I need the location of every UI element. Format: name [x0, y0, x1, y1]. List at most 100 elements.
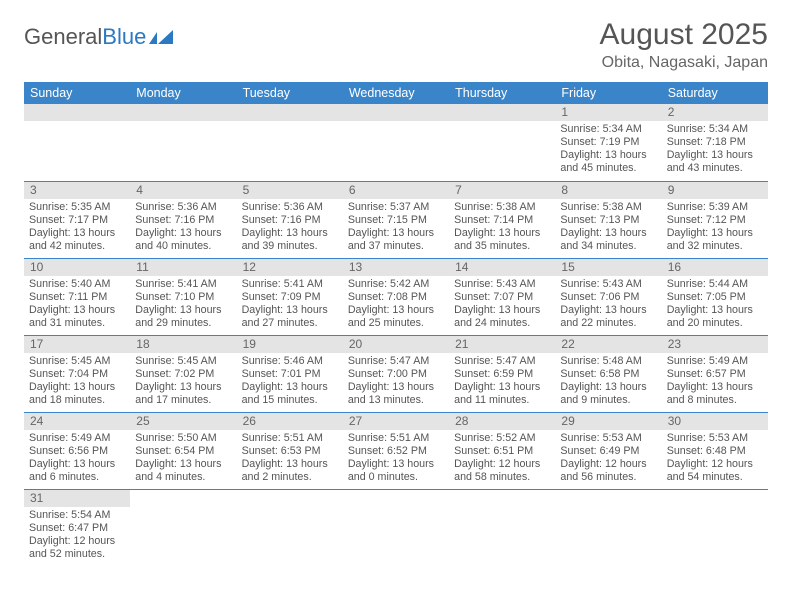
- daylight-text: Daylight: 13 hours and 4 minutes.: [135, 458, 231, 484]
- calendar-day-cell: 10Sunrise: 5:40 AMSunset: 7:11 PMDayligh…: [24, 258, 130, 335]
- daylight-text: Daylight: 13 hours and 34 minutes.: [560, 227, 656, 253]
- calendar-day-cell: 30Sunrise: 5:53 AMSunset: 6:48 PMDayligh…: [662, 412, 768, 489]
- daylight-text: Daylight: 13 hours and 13 minutes.: [348, 381, 444, 407]
- weekday-header: Wednesday: [343, 82, 449, 104]
- day-detail: Sunrise: 5:36 AMSunset: 7:16 PMDaylight:…: [130, 199, 236, 256]
- sunrise-text: Sunrise: 5:38 AM: [454, 201, 550, 214]
- day-number: 1: [555, 104, 661, 121]
- sunset-text: Sunset: 7:07 PM: [454, 291, 550, 304]
- sunset-text: Sunset: 7:10 PM: [135, 291, 231, 304]
- day-number: 7: [449, 182, 555, 199]
- day-detail: Sunrise: 5:47 AMSunset: 7:00 PMDaylight:…: [343, 353, 449, 410]
- day-detail: Sunrise: 5:40 AMSunset: 7:11 PMDaylight:…: [24, 276, 130, 333]
- day-detail: Sunrise: 5:53 AMSunset: 6:49 PMDaylight:…: [555, 430, 661, 487]
- calendar-day-cell: 19Sunrise: 5:46 AMSunset: 7:01 PMDayligh…: [237, 335, 343, 412]
- daylight-text: Daylight: 13 hours and 31 minutes.: [29, 304, 125, 330]
- weekday-header-row: SundayMondayTuesdayWednesdayThursdayFrid…: [24, 82, 768, 104]
- day-detail: Sunrise: 5:38 AMSunset: 7:14 PMDaylight:…: [449, 199, 555, 256]
- day-number: 9: [662, 182, 768, 199]
- sunrise-text: Sunrise: 5:38 AM: [560, 201, 656, 214]
- calendar-day-cell: 17Sunrise: 5:45 AMSunset: 7:04 PMDayligh…: [24, 335, 130, 412]
- location: Obita, Nagasaki, Japan: [600, 54, 768, 72]
- sunset-text: Sunset: 6:51 PM: [454, 445, 550, 458]
- sunset-text: Sunset: 7:08 PM: [348, 291, 444, 304]
- daylight-text: Daylight: 13 hours and 9 minutes.: [560, 381, 656, 407]
- sunrise-text: Sunrise: 5:44 AM: [667, 278, 763, 291]
- calendar-week-row: 24Sunrise: 5:49 AMSunset: 6:56 PMDayligh…: [24, 412, 768, 489]
- day-detail: Sunrise: 5:42 AMSunset: 7:08 PMDaylight:…: [343, 276, 449, 333]
- calendar-day-cell: 25Sunrise: 5:50 AMSunset: 6:54 PMDayligh…: [130, 412, 236, 489]
- weekday-header: Tuesday: [237, 82, 343, 104]
- calendar-day-cell: 7Sunrise: 5:38 AMSunset: 7:14 PMDaylight…: [449, 181, 555, 258]
- calendar-empty-cell: [130, 489, 236, 566]
- day-detail: Sunrise: 5:48 AMSunset: 6:58 PMDaylight:…: [555, 353, 661, 410]
- calendar-day-cell: 16Sunrise: 5:44 AMSunset: 7:05 PMDayligh…: [662, 258, 768, 335]
- calendar-body: 1Sunrise: 5:34 AMSunset: 7:19 PMDaylight…: [24, 104, 768, 566]
- logo-text-2: Blue: [102, 24, 146, 50]
- weekday-header: Thursday: [449, 82, 555, 104]
- daylight-text: Daylight: 13 hours and 35 minutes.: [454, 227, 550, 253]
- sunrise-text: Sunrise: 5:53 AM: [667, 432, 763, 445]
- daylight-text: Daylight: 13 hours and 2 minutes.: [242, 458, 338, 484]
- day-detail: [237, 507, 343, 512]
- calendar-empty-cell: [449, 489, 555, 566]
- calendar-day-cell: 28Sunrise: 5:52 AMSunset: 6:51 PMDayligh…: [449, 412, 555, 489]
- sunrise-text: Sunrise: 5:42 AM: [348, 278, 444, 291]
- day-detail: Sunrise: 5:44 AMSunset: 7:05 PMDaylight:…: [662, 276, 768, 333]
- daylight-text: Daylight: 13 hours and 40 minutes.: [135, 227, 231, 253]
- day-number: [24, 104, 130, 121]
- day-detail: [662, 507, 768, 512]
- calendar-day-cell: 1Sunrise: 5:34 AMSunset: 7:19 PMDaylight…: [555, 104, 661, 181]
- day-number: [555, 490, 661, 507]
- sunset-text: Sunset: 7:11 PM: [29, 291, 125, 304]
- sunset-text: Sunset: 7:06 PM: [560, 291, 656, 304]
- calendar-day-cell: 23Sunrise: 5:49 AMSunset: 6:57 PMDayligh…: [662, 335, 768, 412]
- sunset-text: Sunset: 7:13 PM: [560, 214, 656, 227]
- calendar-day-cell: 4Sunrise: 5:36 AMSunset: 7:16 PMDaylight…: [130, 181, 236, 258]
- daylight-text: Daylight: 13 hours and 8 minutes.: [667, 381, 763, 407]
- day-number: 26: [237, 413, 343, 430]
- sunrise-text: Sunrise: 5:53 AM: [560, 432, 656, 445]
- sunrise-text: Sunrise: 5:36 AM: [242, 201, 338, 214]
- daylight-text: Daylight: 13 hours and 22 minutes.: [560, 304, 656, 330]
- sunset-text: Sunset: 6:48 PM: [667, 445, 763, 458]
- sunset-text: Sunset: 6:52 PM: [348, 445, 444, 458]
- weekday-header: Friday: [555, 82, 661, 104]
- sunset-text: Sunset: 7:18 PM: [667, 136, 763, 149]
- day-number: 16: [662, 259, 768, 276]
- daylight-text: Daylight: 13 hours and 45 minutes.: [560, 149, 656, 175]
- day-number: 10: [24, 259, 130, 276]
- day-number: 18: [130, 336, 236, 353]
- sunrise-text: Sunrise: 5:54 AM: [29, 509, 125, 522]
- day-number: 2: [662, 104, 768, 121]
- daylight-text: Daylight: 13 hours and 27 minutes.: [242, 304, 338, 330]
- sunset-text: Sunset: 6:59 PM: [454, 368, 550, 381]
- sunset-text: Sunset: 7:19 PM: [560, 136, 656, 149]
- day-number: 8: [555, 182, 661, 199]
- calendar-week-row: 1Sunrise: 5:34 AMSunset: 7:19 PMDaylight…: [24, 104, 768, 181]
- daylight-text: Daylight: 13 hours and 18 minutes.: [29, 381, 125, 407]
- calendar-week-row: 17Sunrise: 5:45 AMSunset: 7:04 PMDayligh…: [24, 335, 768, 412]
- sunrise-text: Sunrise: 5:47 AM: [348, 355, 444, 368]
- day-detail: Sunrise: 5:51 AMSunset: 6:53 PMDaylight:…: [237, 430, 343, 487]
- day-number: 11: [130, 259, 236, 276]
- day-number: 3: [24, 182, 130, 199]
- sunrise-text: Sunrise: 5:41 AM: [135, 278, 231, 291]
- day-number: [237, 490, 343, 507]
- day-detail: Sunrise: 5:45 AMSunset: 7:02 PMDaylight:…: [130, 353, 236, 410]
- calendar-empty-cell: [662, 489, 768, 566]
- calendar-day-cell: 20Sunrise: 5:47 AMSunset: 7:00 PMDayligh…: [343, 335, 449, 412]
- sunrise-text: Sunrise: 5:34 AM: [560, 123, 656, 136]
- sunset-text: Sunset: 7:16 PM: [135, 214, 231, 227]
- calendar-day-cell: 31Sunrise: 5:54 AMSunset: 6:47 PMDayligh…: [24, 489, 130, 566]
- day-detail: Sunrise: 5:34 AMSunset: 7:19 PMDaylight:…: [555, 121, 661, 178]
- day-detail: [24, 121, 130, 126]
- day-number: 28: [449, 413, 555, 430]
- weekday-header: Sunday: [24, 82, 130, 104]
- sunset-text: Sunset: 7:16 PM: [242, 214, 338, 227]
- sunset-text: Sunset: 6:53 PM: [242, 445, 338, 458]
- daylight-text: Daylight: 13 hours and 29 minutes.: [135, 304, 231, 330]
- sunrise-text: Sunrise: 5:46 AM: [242, 355, 338, 368]
- sunrise-text: Sunrise: 5:51 AM: [242, 432, 338, 445]
- calendar-empty-cell: [24, 104, 130, 181]
